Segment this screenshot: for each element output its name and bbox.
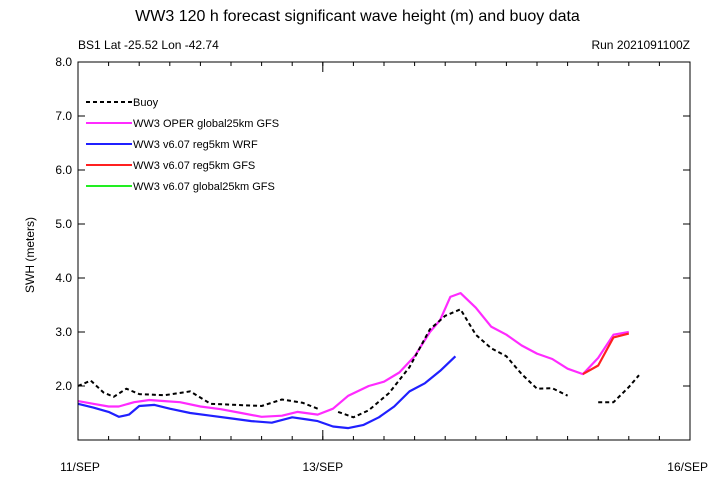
legend-label: Buoy	[133, 97, 159, 109]
axes-layer: 2.0 3.0 4.0 5.0 6.0 7.0 8.0 11/SEP 13/SEP 16/SEP	[55, 55, 708, 474]
series-line-2	[77, 355, 457, 430]
y-tick-label: 6.0	[55, 163, 72, 177]
y-axis-label: SWH (meters)	[23, 217, 37, 293]
legend-label: WW3 v6.07 reg5km WRF	[133, 139, 258, 151]
y-tick-label: 8.0	[55, 55, 72, 69]
y-tick-label: 5.0	[55, 217, 72, 231]
legend[interactable]: Buoy WW3 OPER global25km GFS WW3 v6.07 reg…	[86, 97, 279, 193]
y-tick-label: 4.0	[55, 271, 72, 285]
y-tick-label: 7.0	[55, 109, 72, 123]
y-tick-label: 3.0	[55, 325, 72, 339]
run-info: Run 2021091100Z	[591, 38, 690, 52]
station-info: BS1 Lat -25.52 Lon -42.74	[78, 38, 219, 52]
legend-label: WW3 v6.07 reg5km GFS	[133, 160, 255, 172]
x-tick-label: 13/SEP	[302, 460, 343, 474]
series-line-0	[77, 379, 319, 410]
series-line-0	[598, 374, 640, 404]
legend-label: WW3 v6.07 global25km GFS	[133, 181, 275, 193]
series-layer	[77, 292, 640, 430]
series-line-1	[77, 292, 629, 418]
x-tick-label: 11/SEP	[60, 460, 100, 474]
series-line-0	[337, 308, 569, 419]
chart-title: WW3 120 h forecast significant wave heig…	[135, 8, 580, 25]
y-tick-label: 2.0	[55, 379, 72, 393]
series-line-3	[582, 332, 630, 376]
legend-label: WW3 OPER global25km GFS	[133, 118, 279, 130]
x-tick-label: 16/SEP	[667, 460, 708, 474]
